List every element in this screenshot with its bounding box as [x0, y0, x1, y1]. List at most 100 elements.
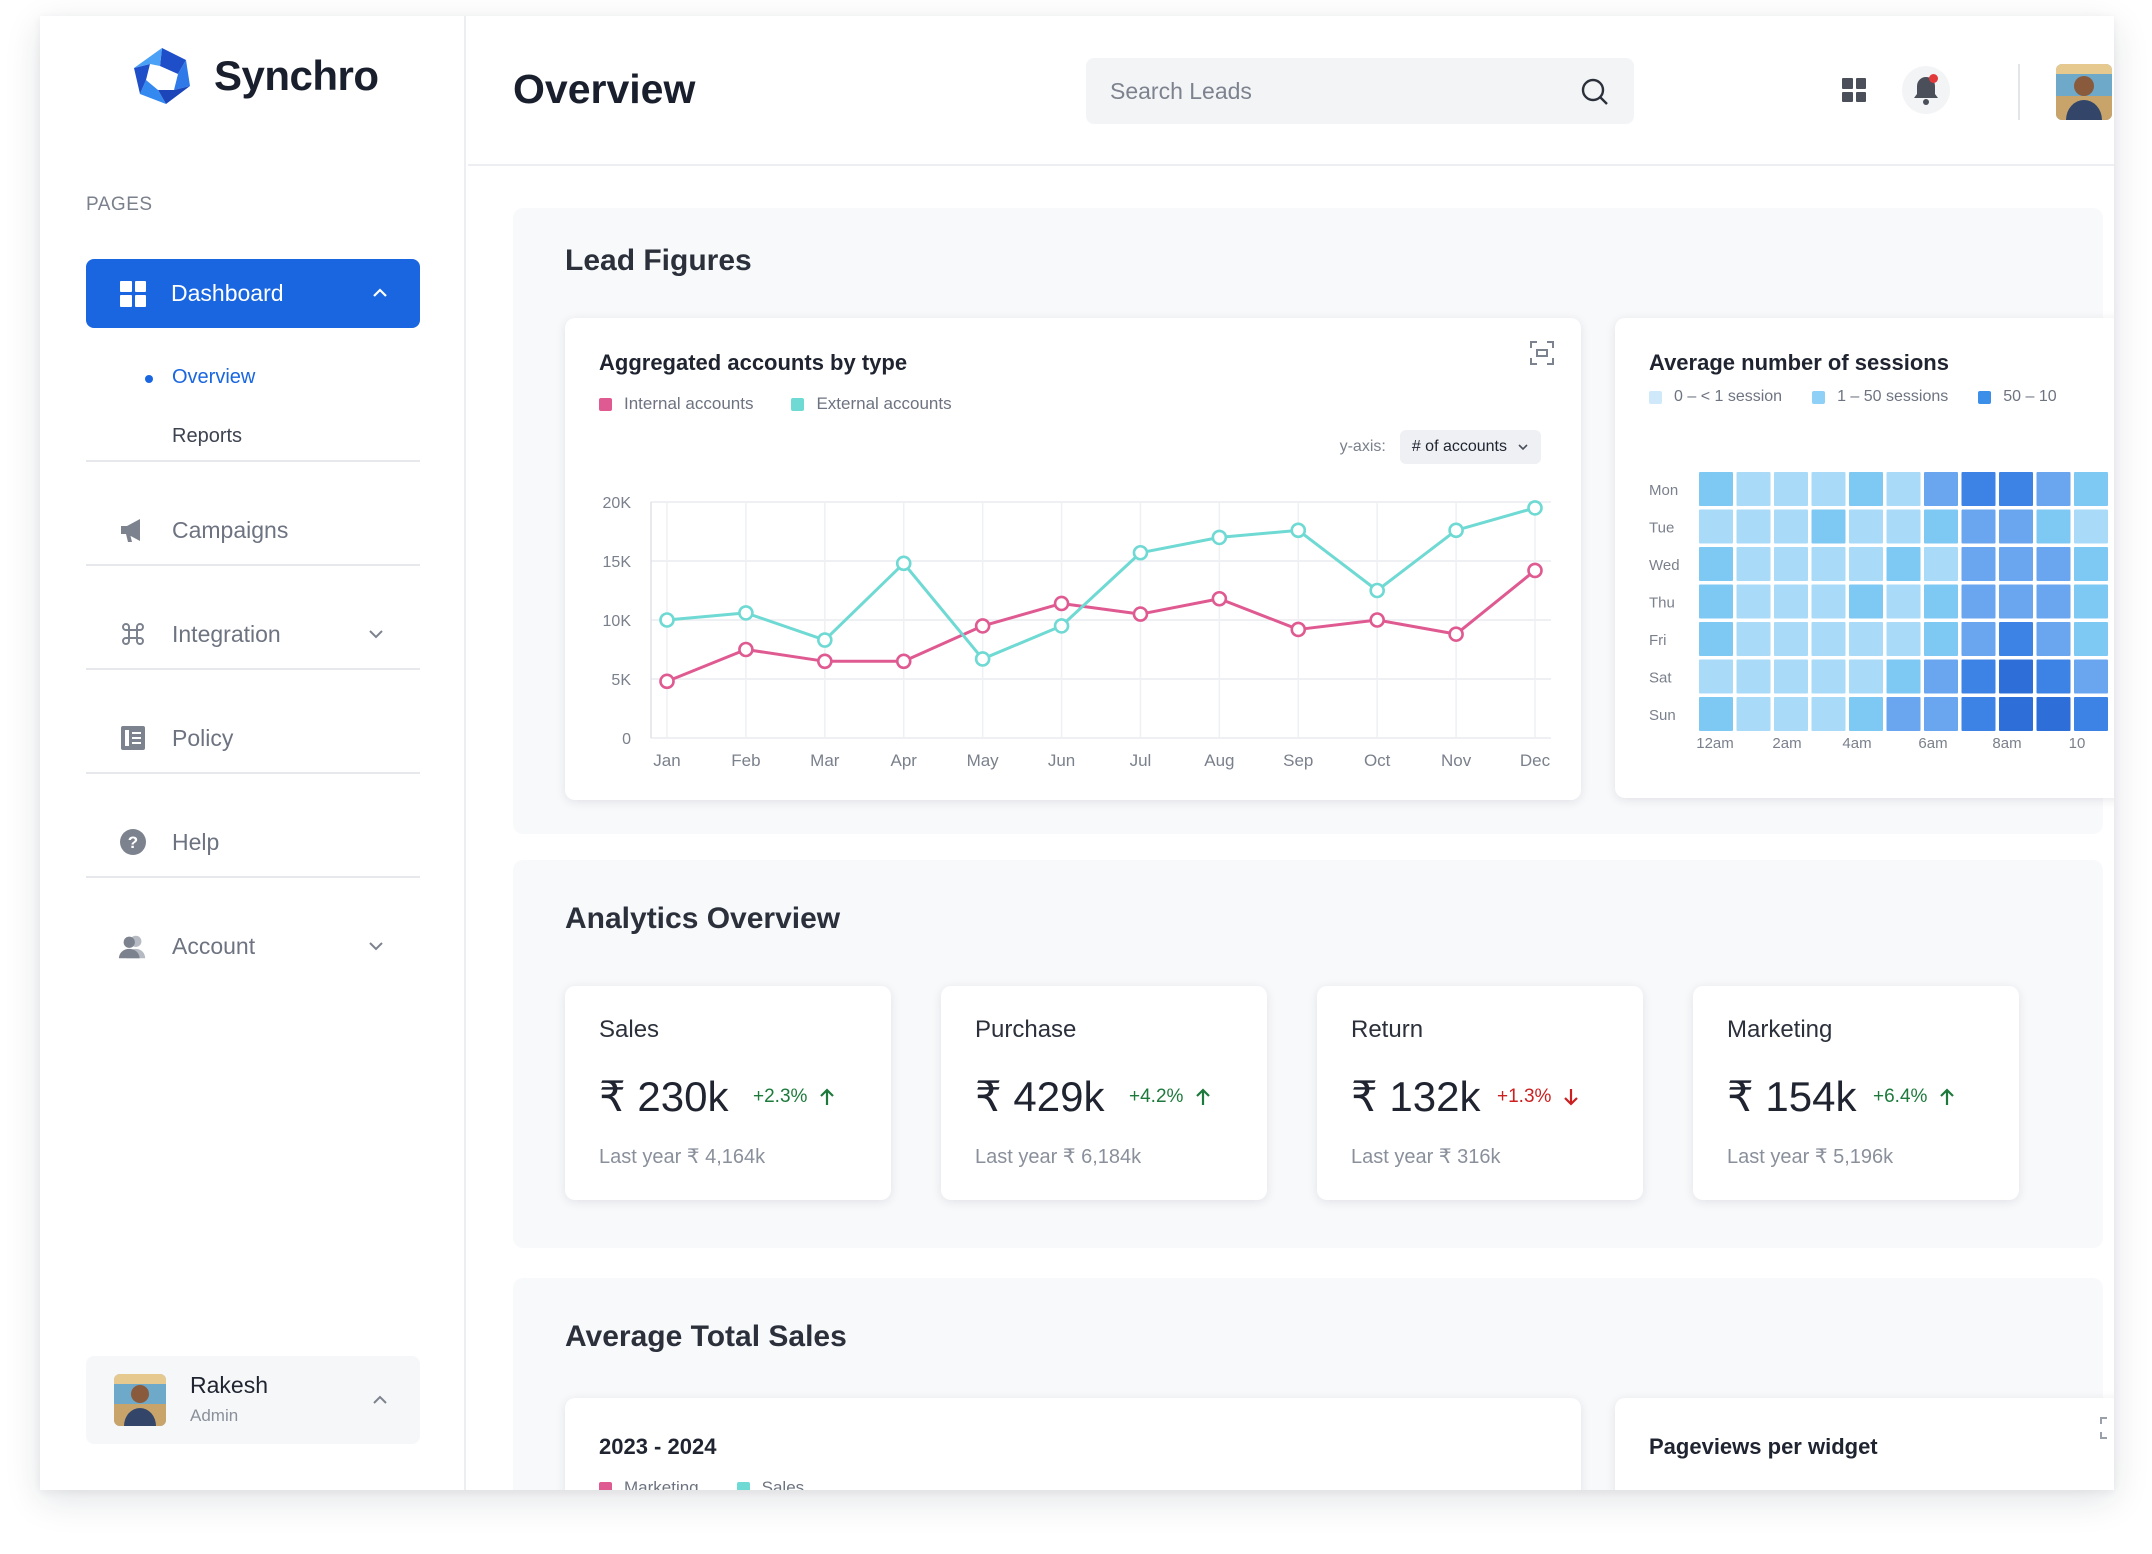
heatmap-cell — [1849, 697, 1883, 731]
heatmap-cell — [1886, 659, 1921, 694]
kpi-previous: Last year ₹ 316k — [1351, 1146, 1501, 1168]
heatmap-cell — [2036, 659, 2071, 694]
sessions-heatmap-card: Average number of sessions 0 – < 1 sessi… — [1615, 318, 2114, 798]
heatmap-cell — [1774, 472, 1808, 506]
heatmap-cell — [1961, 697, 1996, 731]
arrow-up-icon — [1940, 1088, 1955, 1105]
sidebar: Synchro PAGES Dashboard Overview Reports… — [40, 16, 466, 1490]
heatmap-cell — [1736, 584, 1771, 619]
heatmap-cell — [1774, 622, 1808, 656]
sidebar-item-integration[interactable]: Integration — [86, 604, 420, 664]
legend-item[interactable]: Marketing — [599, 1478, 699, 1490]
svg-text:?: ? — [128, 833, 138, 852]
legend-swatch — [599, 1481, 612, 1490]
user-name: Rakesh — [190, 1372, 268, 1398]
sales-chart-card: 2023 - 2024 Marketing Sales — [565, 1398, 1581, 1490]
sidebar-subitem-reports[interactable]: Reports — [172, 425, 242, 448]
data-point — [1053, 595, 1070, 612]
data-point — [1527, 500, 1543, 516]
legend-swatch — [1812, 390, 1826, 404]
sidebar-item-label: Dashboard — [171, 280, 284, 306]
kpi-card-return[interactable]: Return ₹ 132k +1.3% Last year ₹ 316k — [1317, 986, 1643, 1200]
data-point — [1132, 606, 1149, 622]
main-content: Lead Figures Aggregated accounts by type… — [468, 168, 2114, 1490]
legend-item: 0 – < 1 session — [1649, 388, 1782, 406]
heatmap-cell — [1699, 659, 1733, 694]
legend-item: 1 – 50 sessions — [1812, 388, 1948, 406]
kpi-delta-value: +1.3% — [1497, 1086, 1552, 1107]
section-title: Average Total Sales — [565, 1320, 847, 1353]
kpi-card-marketing[interactable]: Marketing ₹ 154k +6.4% Last year ₹ 5,196… — [1693, 986, 2019, 1200]
heatmap-cell — [1699, 509, 1733, 544]
sidebar-item-dashboard[interactable]: Dashboard — [86, 259, 420, 328]
heatmap-cell — [1849, 472, 1883, 506]
page-title: Overview — [513, 66, 696, 112]
user-profile-card[interactable]: Rakesh Admin — [86, 1356, 420, 1444]
sidebar-item-policy[interactable]: Policy — [86, 708, 420, 768]
notification-badge — [1929, 74, 1938, 83]
chevron-up-icon[interactable] — [370, 1390, 390, 1410]
heatmap-cell — [2074, 622, 2108, 656]
data-point — [1448, 626, 1464, 642]
heatmap-cell — [1924, 697, 1958, 731]
card-title: 2023 - 2024 — [599, 1434, 717, 1459]
expand-icon[interactable] — [2099, 1416, 2114, 1440]
chevron-down-icon[interactable] — [366, 624, 386, 644]
sidebar-item-help[interactable]: ? Help — [86, 812, 420, 872]
x-tick-label: Dec — [1520, 751, 1551, 770]
search-icon[interactable] — [1580, 77, 1610, 107]
heatmap-cell — [2036, 509, 2071, 544]
heatmap-cell — [1736, 697, 1771, 731]
average-total-sales-section: Average Total Sales 2023 - 2024 Marketin… — [513, 1278, 2114, 1490]
heatmap-cell — [1849, 509, 1883, 544]
legend-item[interactable]: External accounts — [791, 394, 952, 414]
row-label: Thu — [1649, 595, 1675, 612]
x-tick-label: 6am — [1918, 735, 1947, 752]
chevron-down-icon[interactable] — [366, 936, 386, 956]
heatmap-cell — [2036, 547, 2071, 581]
heatmap-cell — [1736, 472, 1771, 506]
notifications-button[interactable] — [1902, 66, 1950, 114]
kpi-card-purchase[interactable]: Purchase ₹ 429k +4.2% Last year ₹ 6,184k — [941, 986, 1267, 1200]
heatmap-legend: 0 – < 1 session 1 – 50 sessions 50 – 10 — [1649, 388, 2095, 406]
sidebar-subitem-overview[interactable]: Overview — [145, 366, 255, 389]
x-tick-label: Jul — [1130, 751, 1152, 770]
data-point — [1369, 612, 1385, 628]
yaxis-select[interactable]: # of accounts — [1399, 430, 1541, 464]
app-logo[interactable]: Synchro — [130, 44, 379, 108]
row-label: Tue — [1649, 520, 1674, 537]
chevron-up-icon[interactable] — [370, 283, 390, 303]
sidebar-item-campaigns[interactable]: Campaigns — [86, 500, 420, 560]
command-icon — [118, 619, 148, 649]
legend-item[interactable]: Internal accounts — [599, 394, 753, 414]
avatar[interactable] — [2056, 64, 2112, 120]
legend-label: 1 – 50 sessions — [1837, 388, 1949, 405]
y-tick-label: 15K — [603, 554, 632, 571]
data-point — [1527, 562, 1543, 579]
heatmap-cell — [1699, 622, 1733, 656]
chart-legend: Internal accounts External accounts — [599, 394, 990, 414]
heatmap-cell — [1699, 472, 1733, 506]
kpi-label: Return — [1351, 1016, 1424, 1043]
chevron-down-icon — [1518, 444, 1528, 451]
sidebar-subitem-label: Reports — [172, 425, 243, 447]
y-tick-label: 20K — [603, 495, 632, 512]
arrow-down-icon — [1564, 1089, 1579, 1106]
data-point — [738, 641, 754, 658]
data-point — [1290, 522, 1307, 539]
section-title: Analytics Overview — [565, 902, 841, 935]
x-tick-label: Aug — [1204, 751, 1234, 770]
legend-label: 50 – 10 — [2003, 388, 2057, 405]
expand-icon[interactable] — [1529, 340, 1555, 366]
heatmap-cell — [1811, 622, 1846, 656]
kpi-card-sales[interactable]: Sales ₹ 230k +2.3% Last year ₹ 4,164k — [565, 986, 891, 1200]
heatmap-cell — [1886, 472, 1921, 506]
heatmap-cell — [1924, 659, 1958, 694]
legend-item[interactable]: Sales — [736, 1478, 804, 1490]
search-input[interactable] — [1086, 58, 1634, 124]
heatmap-cell — [1924, 547, 1958, 581]
search-box — [1086, 58, 1634, 124]
heatmap-cell — [2036, 584, 2071, 619]
sidebar-item-account[interactable]: Account — [86, 916, 420, 976]
apps-grid-icon[interactable] — [1842, 78, 1866, 102]
